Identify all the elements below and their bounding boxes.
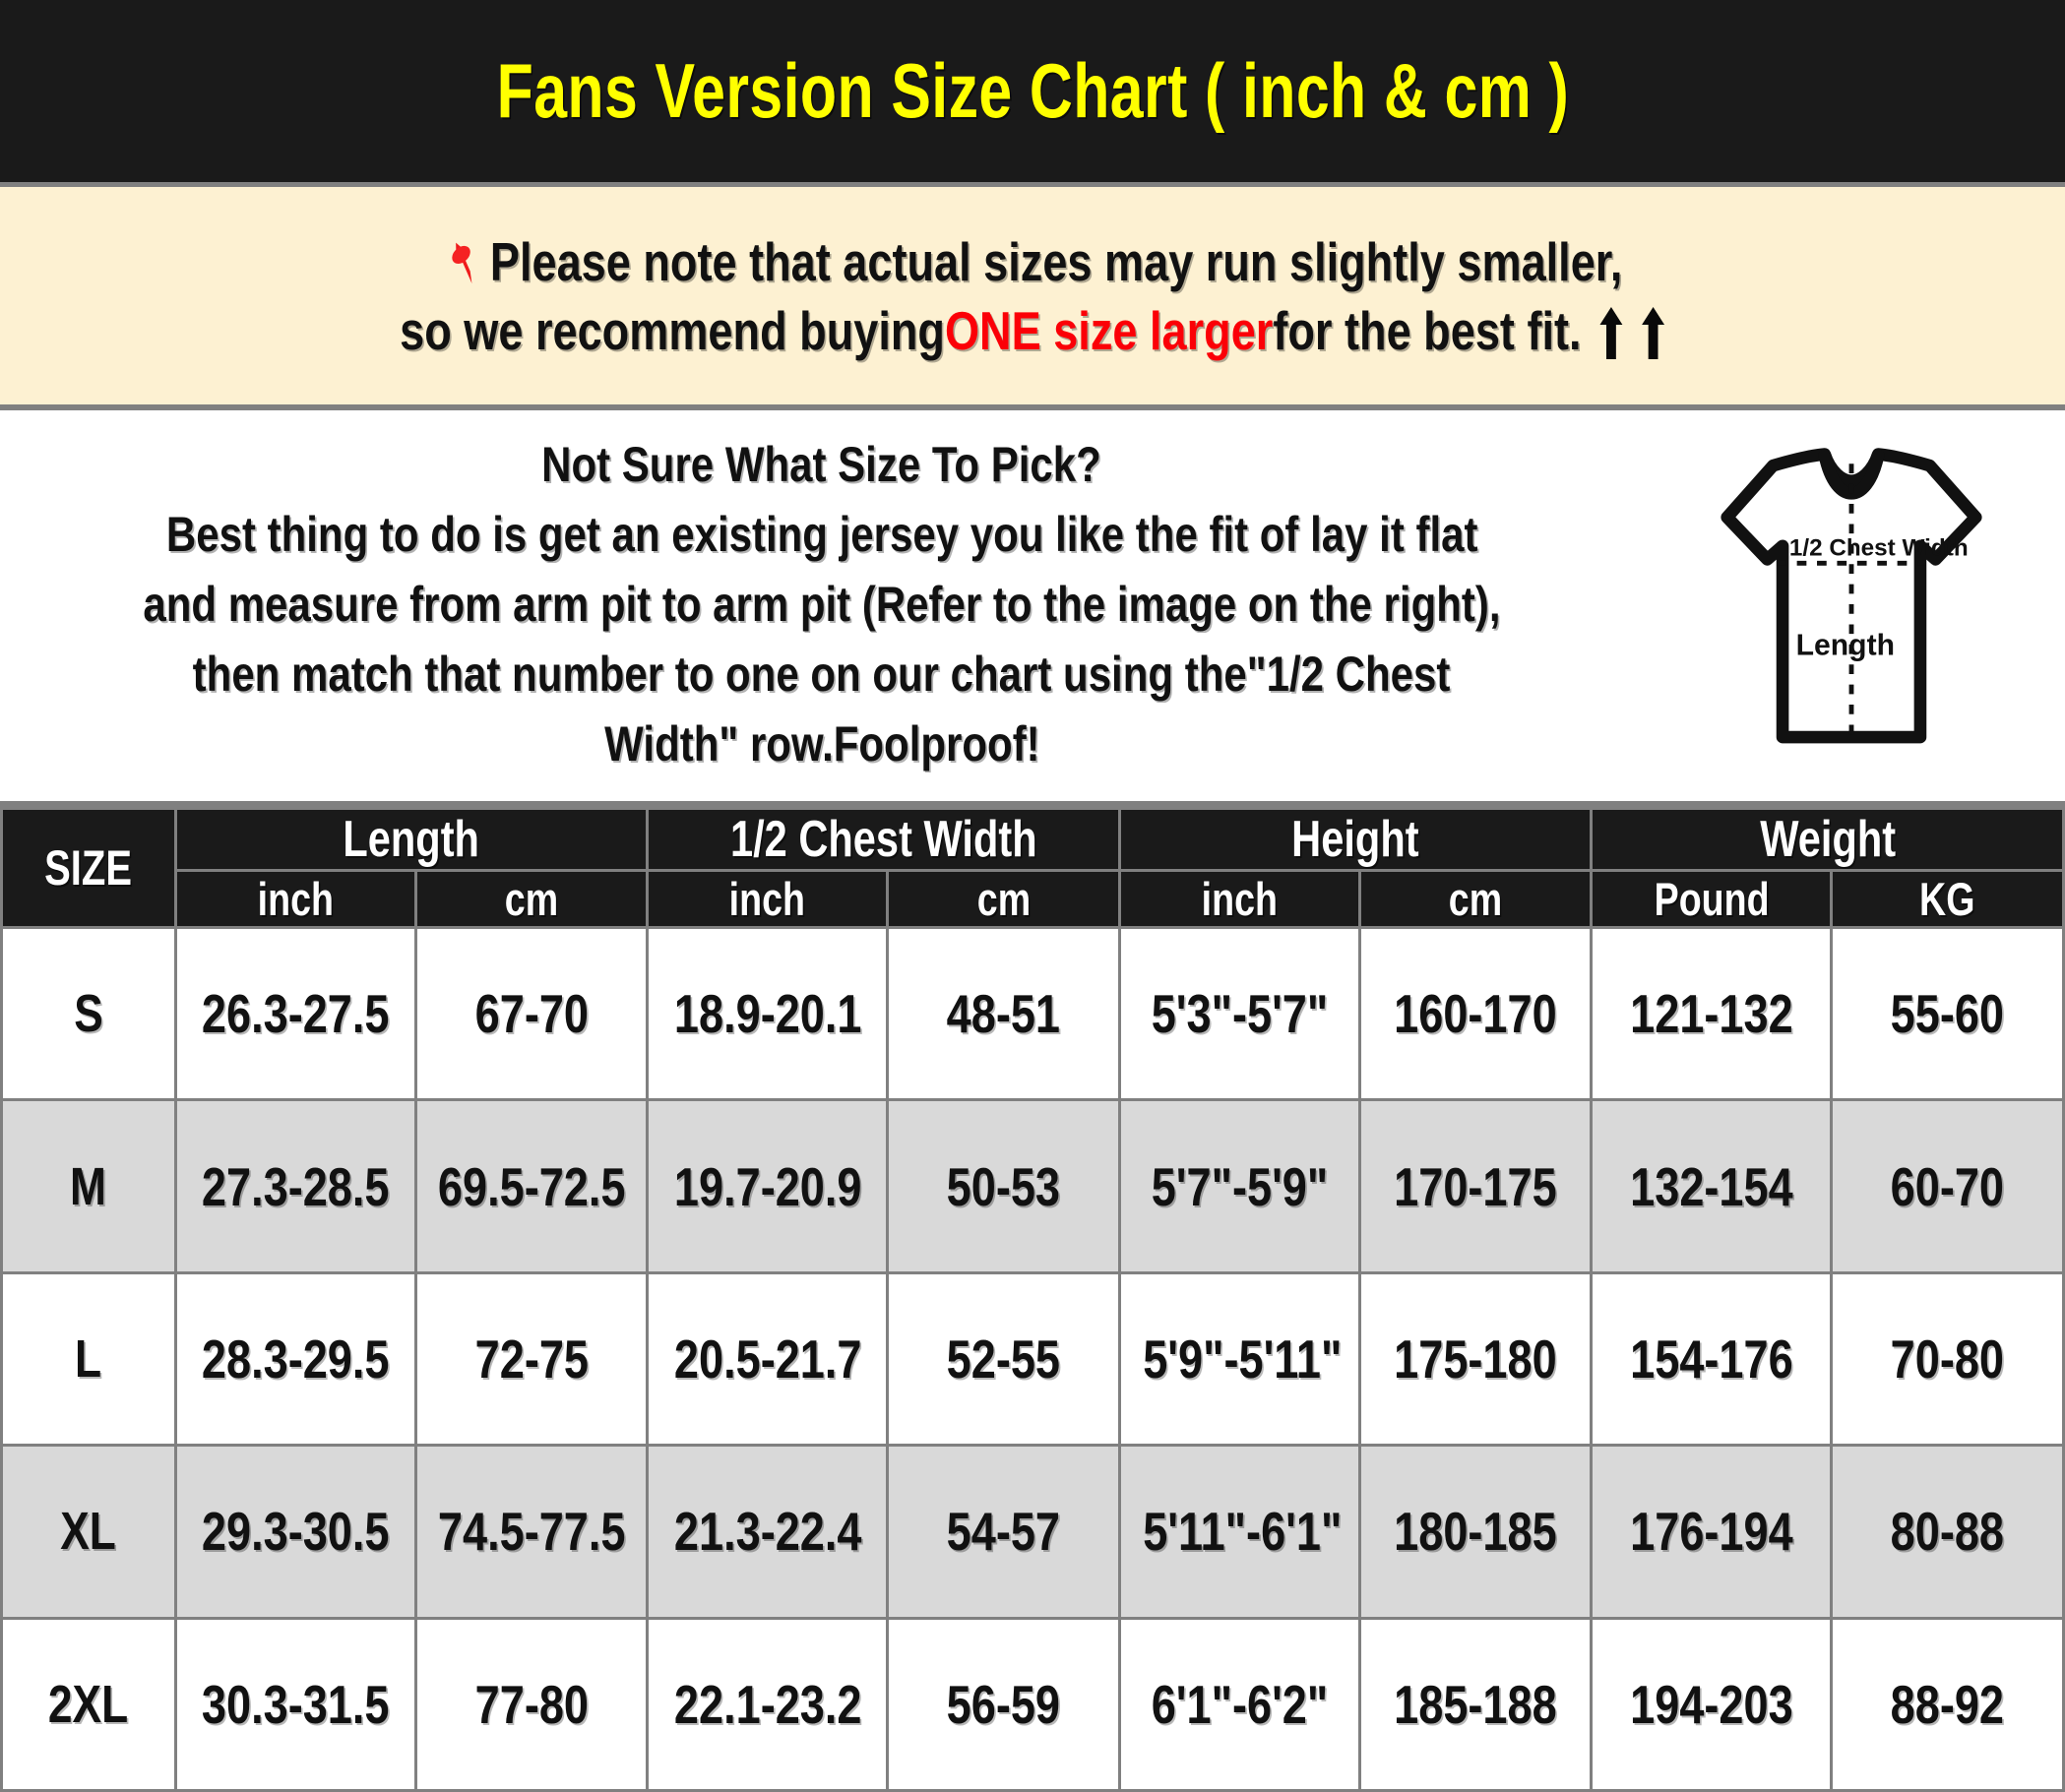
header-group-height: Height — [1117, 807, 1594, 872]
header-group-weight: Weight — [1590, 807, 2065, 872]
cell-height-cm: 160-170 — [1357, 925, 1594, 1102]
cell-height-inch: 6'1"-6'2" — [1117, 1616, 1361, 1792]
cell-length-cm: 72-75 — [413, 1270, 650, 1448]
cell-height-inch: 5'11"-6'1" — [1117, 1444, 1361, 1620]
cell-chest-inch: 19.7-20.9 — [646, 1098, 890, 1274]
cell-height-cm: 180-185 — [1357, 1444, 1594, 1620]
header-unit-height-cm: cm — [1357, 869, 1594, 929]
header-unit-chest-inch: inch — [646, 869, 890, 929]
size-table-head: SIZE Length 1/2 Chest Width Height Weigh… — [0, 807, 2065, 929]
notice-highlight: ONE size larger — [944, 299, 1274, 361]
cell-weight-pound: 121-132 — [1590, 925, 1834, 1102]
arrow-up-icon-2 — [1641, 306, 1665, 360]
notice-text-1: Please note that actual sizes may run sl… — [490, 230, 1623, 292]
header-unit-height-inch: inch — [1117, 869, 1361, 929]
cell-size: XL — [0, 1444, 177, 1620]
cell-length-cm: 67-70 — [413, 925, 650, 1102]
cell-weight-kg: 55-60 — [1830, 925, 2065, 1102]
cell-weight-pound: 154-176 — [1590, 1270, 1834, 1448]
cell-size: S — [0, 925, 177, 1102]
cell-chest-cm: 48-51 — [886, 925, 1121, 1102]
table-row: XL 29.3-30.5 74.5-77.5 21.3-22.4 54-57 5… — [0, 1444, 2065, 1620]
table-row: S 26.3-27.5 67-70 18.9-20.1 48-51 5'3"-5… — [0, 925, 2065, 1102]
header-row-groups: SIZE Length 1/2 Chest Width Height Weigh… — [0, 807, 2065, 929]
cell-chest-inch: 20.5-21.7 — [646, 1270, 890, 1448]
info-line-1: Best thing to do is get an existing jers… — [165, 507, 1478, 562]
info-line-4: Width" row.Foolproof! — [603, 716, 1040, 772]
size-table-wrapper: SIZE Length 1/2 Chest Width Height Weigh… — [0, 807, 2065, 1792]
cell-height-cm: 170-175 — [1357, 1098, 1594, 1274]
cell-size: 2XL — [0, 1616, 177, 1792]
title-bar: Fans Version Size Chart ( inch & cm ) — [0, 0, 2065, 187]
info-line-2: and measure from arm pit to arm pit (Ref… — [143, 577, 1501, 632]
cell-size: M — [0, 1098, 177, 1274]
header-unit-length-cm: cm — [413, 869, 650, 929]
cell-length-cm: 74.5-77.5 — [413, 1444, 650, 1620]
cell-weight-kg: 60-70 — [1830, 1098, 2065, 1274]
cell-chest-cm: 56-59 — [886, 1616, 1121, 1792]
cell-weight-kg: 70-80 — [1830, 1270, 2065, 1448]
header-group-chest-width: 1/2 Chest Width — [646, 807, 1121, 872]
cell-length-cm: 69.5-72.5 — [413, 1098, 650, 1274]
arrow-up-icon — [1599, 306, 1624, 360]
info-section: Not Sure What Size To Pick? Best thing t… — [0, 410, 2065, 807]
info-heading: Not Sure What Size To Pick? — [541, 437, 1102, 492]
cell-length-inch: 29.3-30.5 — [173, 1444, 417, 1620]
cell-weight-kg: 88-92 — [1830, 1616, 2065, 1792]
table-row: M 27.3-28.5 69.5-72.5 19.7-20.9 50-53 5'… — [0, 1098, 2065, 1274]
header-unit-length-inch: inch — [173, 869, 417, 929]
notice-text-2-after: for the best fit. — [1273, 299, 1582, 361]
info-text-block: Not Sure What Size To Pick? Best thing t… — [0, 410, 1640, 801]
size-table: SIZE Length 1/2 Chest Width Height Weigh… — [0, 807, 2065, 1792]
cell-length-inch: 27.3-28.5 — [173, 1098, 417, 1274]
notice-line-2: so we recommend buying ONE size larger f… — [400, 299, 1665, 362]
chest-width-label: 1/2 Chest Width — [1789, 534, 1969, 561]
table-row: L 28.3-29.5 72-75 20.5-21.7 52-55 5'9"-5… — [0, 1270, 2065, 1448]
cell-chest-cm: 52-55 — [886, 1270, 1121, 1448]
info-line-3: then match that number to one on our cha… — [193, 647, 1451, 702]
cell-height-cm: 175-180 — [1357, 1270, 1594, 1448]
tshirt-measurement-diagram: 1/2 Chest Width Length — [1640, 410, 2065, 801]
cell-weight-kg: 80-88 — [1830, 1444, 2065, 1620]
cell-chest-inch: 18.9-20.1 — [646, 925, 890, 1102]
length-label: Length — [1796, 629, 1895, 661]
pushpin-icon — [442, 234, 487, 289]
cell-weight-pound: 132-154 — [1590, 1098, 1834, 1274]
notice-line-1: Please note that actual sizes may run sl… — [442, 230, 1623, 293]
cell-weight-pound: 194-203 — [1590, 1616, 1834, 1792]
cell-chest-inch: 21.3-22.4 — [646, 1444, 890, 1620]
cell-height-inch: 5'9"-5'11" — [1117, 1270, 1361, 1448]
header-size: SIZE — [0, 807, 177, 929]
cell-height-cm: 185-188 — [1357, 1616, 1594, 1792]
cell-chest-cm: 50-53 — [886, 1098, 1121, 1274]
notice-text-2-before: so we recommend buying — [400, 299, 945, 361]
cell-height-inch: 5'7"-5'9" — [1117, 1098, 1361, 1274]
header-unit-chest-cm: cm — [886, 869, 1121, 929]
cell-length-inch: 30.3-31.5 — [173, 1616, 417, 1792]
page-title: Fans Version Size Chart ( inch & cm ) — [496, 47, 1569, 134]
cell-length-cm: 77-80 — [413, 1616, 650, 1792]
notice-banner: Please note that actual sizes may run sl… — [0, 187, 2065, 410]
size-table-body: S 26.3-27.5 67-70 18.9-20.1 48-51 5'3"-5… — [0, 925, 2065, 1792]
cell-length-inch: 28.3-29.5 — [173, 1270, 417, 1448]
header-row-units: inch cm inch cm inch cm — [2, 869, 2065, 929]
cell-weight-pound: 176-194 — [1590, 1444, 1834, 1620]
header-unit-weight-kg: KG — [1830, 869, 2065, 929]
cell-chest-cm: 54-57 — [886, 1444, 1121, 1620]
header-group-length: Length — [173, 807, 650, 872]
table-row: 2XL 30.3-31.5 77-80 22.1-23.2 56-59 6'1"… — [0, 1616, 2065, 1792]
cell-length-inch: 26.3-27.5 — [173, 925, 417, 1102]
cell-size: L — [0, 1270, 177, 1448]
cell-height-inch: 5'3"-5'7" — [1117, 925, 1361, 1102]
cell-chest-inch: 22.1-23.2 — [646, 1616, 890, 1792]
header-unit-weight-pound: Pound — [1590, 869, 1834, 929]
